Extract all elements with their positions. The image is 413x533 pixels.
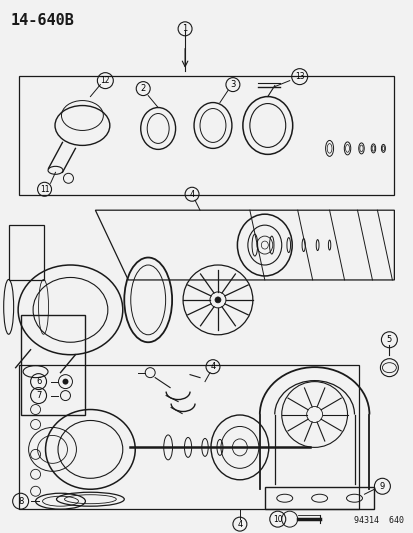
Text: 10: 10	[272, 515, 282, 523]
Text: 13: 13	[294, 72, 304, 81]
Circle shape	[62, 378, 68, 385]
Text: 8: 8	[18, 497, 23, 506]
Text: 4: 4	[189, 190, 194, 199]
Text: 1: 1	[182, 25, 187, 33]
Text: 14-640B: 14-640B	[11, 13, 74, 28]
Text: 4: 4	[210, 362, 215, 371]
Text: 7: 7	[36, 391, 41, 400]
Circle shape	[214, 297, 221, 303]
Text: 2: 2	[140, 84, 145, 93]
Bar	[9, 225, 43, 280]
Text: 6: 6	[36, 377, 41, 386]
Text: 3: 3	[230, 80, 235, 89]
Text: 11: 11	[40, 185, 49, 194]
Text: 94314  640: 94314 640	[354, 516, 404, 525]
Text: 5: 5	[386, 335, 391, 344]
Bar	[21, 315, 85, 415]
Text: 12: 12	[100, 76, 110, 85]
Text: 9: 9	[379, 482, 384, 491]
Text: 4: 4	[237, 520, 242, 529]
